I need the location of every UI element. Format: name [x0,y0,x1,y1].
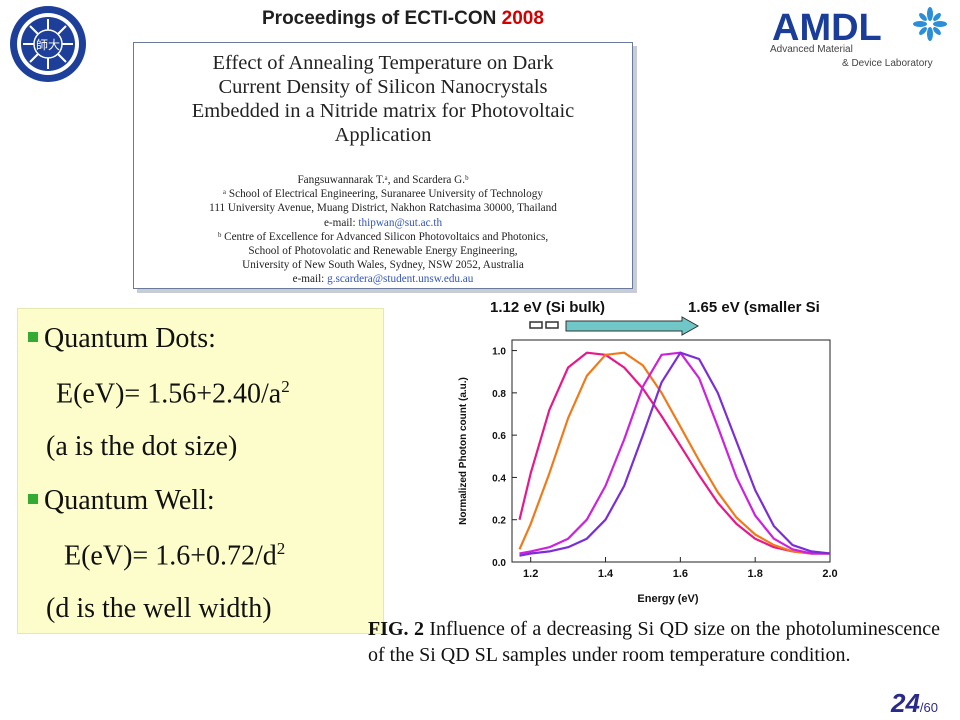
paper-affil-b-line2: School of Photovolatic and Renewable Ene… [248,245,518,258]
x-tick-label: 1.2 [523,568,538,580]
paper-title-line: Current Density of Silicon Nanocrystals [218,76,548,98]
page-total: /60 [919,700,938,715]
x-tick-label: 1.4 [598,568,614,580]
paper-affil-a-line1: ᵃ School of Electrical Engineering, Sura… [223,188,543,201]
amdl-line1: Advanced Material [770,44,853,55]
qw-label: Quantum Well: [44,485,215,516]
y-tick-label: 0.4 [492,473,506,484]
bullet-square-icon [28,493,38,504]
series-line-4 [519,351,831,557]
qw-note: (d is the well width) [46,593,272,624]
paper-affil-a-line2: 111 University Avenue, Muang District, N… [209,202,557,215]
series-line-3 [519,351,830,555]
paper-title: Effect of Annealing Temperature on Dark … [134,51,632,147]
qw-formula-exponent: 2 [276,539,286,558]
amdl-logo: AMDL Advanced Material & Device Laborato… [770,6,955,72]
paper-affil-b-line1: ᵇ Centre of Excellence for Advanced Sili… [217,230,549,243]
y-tick-label: 1.0 [492,347,506,358]
y-axis: 0.0 0.2 0.4 0.6 0.8 1.0 [492,347,517,569]
qd-formula: E(eV)= 1.56+2.40/a2 [56,377,290,410]
amdl-primary-text: AMDL [772,7,882,46]
formula-box: Quantum Dots: E(eV)= 1.56+2.40/a2 (a is … [17,308,384,634]
y-tick-label: 0.2 [492,516,506,527]
seal-text: 師大 [36,38,60,52]
qd-bullet: Quantum Dots: [28,323,216,355]
x-tick-label: 1.6 [673,568,688,580]
series-line-1 [518,351,830,555]
paper-authors-affiliations: Fangsuwannarak T.ᵃ, and Scardera G.ᵇ ᵃ S… [134,173,632,287]
paper-email-b-label: e-mail: [292,273,328,286]
y-tick-label: 0.8 [492,389,506,400]
x-tick-label: 2.0 [822,568,837,580]
y-tick-label: 0.0 [492,558,506,569]
seal-icon: 師大 [10,6,86,82]
series-line-2 [518,351,830,555]
caption-text: Influence of a decreasing Si QD size on … [368,618,941,666]
qd-label: Quantum Dots: [44,323,216,354]
header-title-prefix: Proceedings of ECTI-CON [262,8,497,29]
paper-email-b-row: e-mail: g.scardera@student.unsw.edu.au [134,272,632,286]
paper-email-a-row: e-mail: thipwan@sut.ac.th [134,216,632,230]
amdl-line2: & Device Laboratory [842,58,933,69]
x-tick-label: 1.8 [748,568,763,580]
shift-arrow-icon [529,316,700,336]
qd-note: (a is the dot size) [46,431,238,462]
paper-title-line: Application [334,124,432,146]
page-current: 24 [891,688,920,718]
paper-affil-b-line3: University of New South Wales, Sydney, N… [242,259,524,272]
qw-formula-text: E(eV)= 1.6+0.72/d [64,540,277,572]
paper-email-a-label: e-mail: [323,216,359,229]
figure-caption: FIG. 2 Influence of a decreasing Si QD s… [368,616,940,668]
paper-email-b[interactable]: g.scardera@student.unsw.edu.au [327,273,474,286]
series-layer [518,351,831,557]
qd-formula-exponent: 2 [281,377,290,396]
header-title-year: 2008 [501,8,544,29]
paper-snippet: Effect of Annealing Temperature on Dark … [133,42,633,289]
x-axis-label: Energy (eV) [637,593,698,605]
paper-authors: Fangsuwannarak T.ᵃ, and Scardera G.ᵇ [297,174,469,186]
y-tick-label: 0.6 [492,431,506,442]
paper-email-a[interactable]: thipwan@sut.ac.th [358,216,443,229]
qd-formula-text: E(eV)= 1.56+2.40/a [56,378,282,410]
annotation-left: 1.12 eV (Si bulk) [490,299,605,316]
y-axis-label: Normalized Photon count (a.u.) [458,377,469,525]
caption-fig-label: FIG. 2 [368,618,424,640]
annotation-right: 1.65 eV (smaller Si [688,299,820,316]
paper-title-line: Embedded in a Nitride matrix for Photovo… [191,100,575,122]
header-title: Proceedings of ECTI-CON 2008 [262,8,544,30]
plot-frame [511,339,831,563]
qw-formula: E(eV)= 1.6+0.72/d2 [64,539,285,572]
qw-bullet: Quantum Well: [28,485,215,517]
paper-title-line: Effect of Annealing Temperature on Dark [212,52,554,74]
pl-spectrum-chart: 1.12 eV (Si bulk) 1.65 eV (smaller Si 0.… [458,299,838,605]
page-number: 24/60 [891,688,938,719]
x-axis: 1.2 1.4 1.6 1.8 2.0 [523,557,838,580]
bullet-square-icon [28,331,38,342]
amdl-mark-icon: AMDL [772,7,947,49]
